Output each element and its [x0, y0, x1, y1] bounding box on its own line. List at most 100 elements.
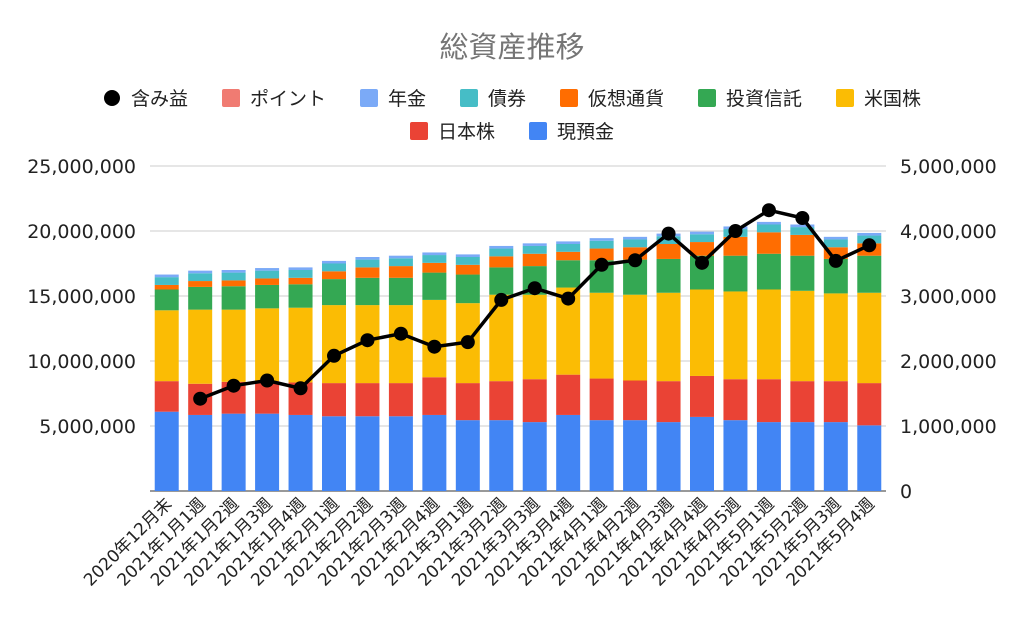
bar-segment — [723, 379, 748, 421]
chart-title: 総資産推移 — [439, 30, 584, 64]
bar-segment — [723, 236, 748, 256]
line-point — [193, 391, 208, 406]
line-point — [260, 373, 275, 388]
line-point — [360, 333, 375, 348]
bar-segment — [790, 234, 815, 256]
bar-segment — [455, 257, 480, 265]
bar-segment — [522, 245, 547, 254]
bar-segment — [221, 286, 246, 310]
bar-segment — [188, 273, 213, 282]
left-y-tick-label: 25,000,000 — [27, 156, 136, 178]
legend-label: 投資信託 — [726, 88, 802, 110]
left-y-tick-label: 15,000,000 — [27, 286, 136, 308]
bar-segment — [756, 253, 781, 290]
bar-segment — [857, 255, 882, 293]
bar-segment — [589, 240, 614, 249]
bar-segment — [154, 310, 179, 382]
bar-segment — [857, 383, 882, 426]
legend-swatch — [560, 89, 578, 107]
line-point — [460, 335, 475, 350]
bar-segment — [756, 289, 781, 380]
bar-segment — [355, 277, 380, 306]
bar-segment — [255, 308, 280, 382]
line-point — [594, 257, 609, 272]
bar-segment — [288, 284, 313, 308]
right-y-tick-label: 0 — [900, 481, 912, 503]
bar-segment — [355, 383, 380, 417]
bar-segment — [823, 293, 848, 382]
bar-segment — [823, 239, 848, 248]
bar-segment — [422, 299, 447, 378]
bar-segment — [422, 272, 447, 300]
bar-segment — [388, 383, 413, 417]
legend-swatch — [360, 89, 378, 107]
line-point — [628, 253, 643, 268]
bar-segment — [288, 307, 313, 383]
bar-segment — [322, 260, 346, 264]
bar-segment — [790, 227, 815, 235]
legend-label: 米国株 — [864, 88, 921, 110]
bar-segment — [656, 422, 681, 491]
bar-segment — [489, 256, 514, 268]
bar-segment — [790, 381, 815, 423]
legend-swatch — [529, 122, 547, 140]
bar-segment — [154, 381, 179, 412]
bar-segment — [322, 263, 346, 272]
bar-segment — [221, 280, 246, 287]
bar-segment — [355, 257, 380, 260]
bar-segment — [690, 234, 714, 243]
bar-segment — [322, 271, 346, 280]
bar-segment — [756, 422, 781, 491]
bar-segment — [154, 284, 179, 290]
bar-segment — [623, 420, 648, 491]
bar-segment — [522, 253, 547, 267]
line-point — [695, 255, 709, 270]
bar-segment — [589, 238, 614, 241]
right-y-tick-label: 4,000,000 — [900, 221, 997, 243]
bar-segment — [221, 272, 246, 281]
bar-segment — [322, 383, 346, 417]
line-point — [494, 292, 509, 307]
legend-label: 日本株 — [438, 121, 495, 143]
legend-marker — [104, 90, 120, 106]
legend-swatch — [698, 89, 716, 107]
bar-segment — [790, 224, 815, 228]
bar-segment — [288, 270, 313, 278]
bar-segment — [422, 255, 447, 263]
bar-segment — [522, 243, 547, 246]
bar-segment — [690, 289, 714, 376]
bar-segment — [756, 232, 781, 254]
bar-segment — [489, 294, 514, 382]
bar-segment — [589, 420, 614, 491]
bar-segment — [322, 305, 346, 384]
bar-segment — [556, 241, 581, 244]
bar-segment — [656, 292, 681, 382]
bar-segment — [188, 281, 213, 287]
stacked-bars — [154, 221, 882, 491]
bar-segment — [589, 378, 614, 421]
bar-segment — [790, 290, 815, 382]
right-y-tick-label: 5,000,000 — [900, 156, 997, 178]
bar-segment — [823, 236, 848, 240]
left-y-tick-label: 5,000,000 — [39, 416, 136, 438]
bar-segment — [857, 292, 882, 384]
legend-label: 現預金 — [557, 121, 614, 143]
bar-segment — [355, 267, 380, 278]
bar-segment — [355, 416, 380, 491]
legend-swatch — [836, 89, 854, 107]
bar-segment — [690, 231, 714, 235]
bar-segment — [823, 247, 848, 259]
bar-segment — [489, 267, 514, 295]
bar-segment — [823, 422, 848, 491]
bar-segment — [623, 239, 648, 248]
bar-segment — [556, 251, 581, 261]
bar-segment — [255, 270, 280, 279]
left-y-tick-label: 10,000,000 — [27, 351, 136, 373]
bar-segment — [388, 277, 413, 306]
legend-label: 仮想通貨 — [588, 88, 664, 110]
bar-segment — [690, 375, 714, 417]
line-point — [728, 224, 743, 238]
line-point — [661, 226, 676, 241]
